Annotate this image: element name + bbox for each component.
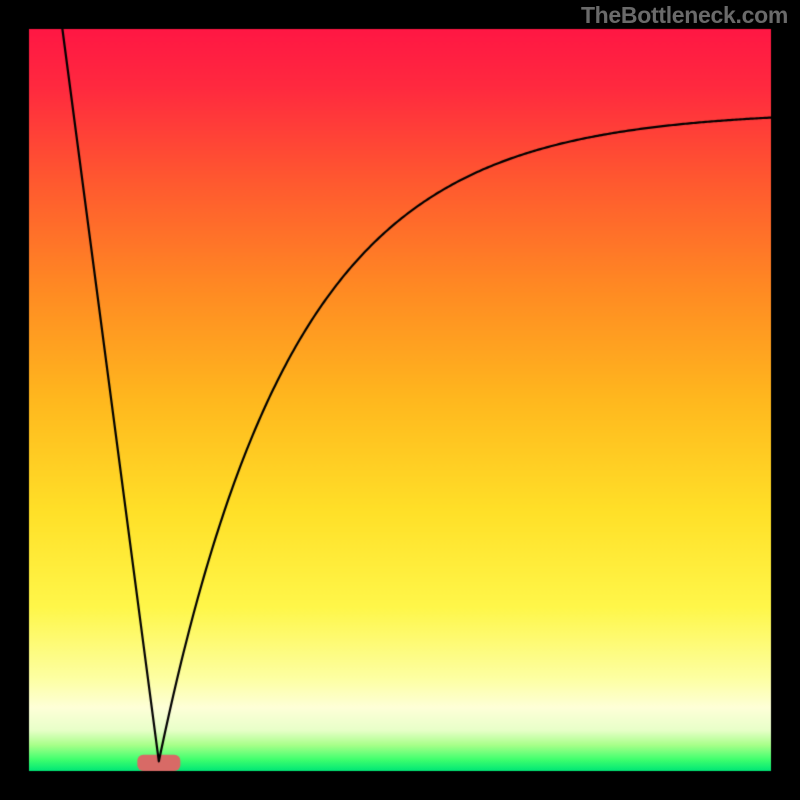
bottleneck-chart-canvas (0, 0, 800, 800)
watermark-text: TheBottleneck.com (581, 2, 788, 29)
chart-container: TheBottleneck.com (0, 0, 800, 800)
